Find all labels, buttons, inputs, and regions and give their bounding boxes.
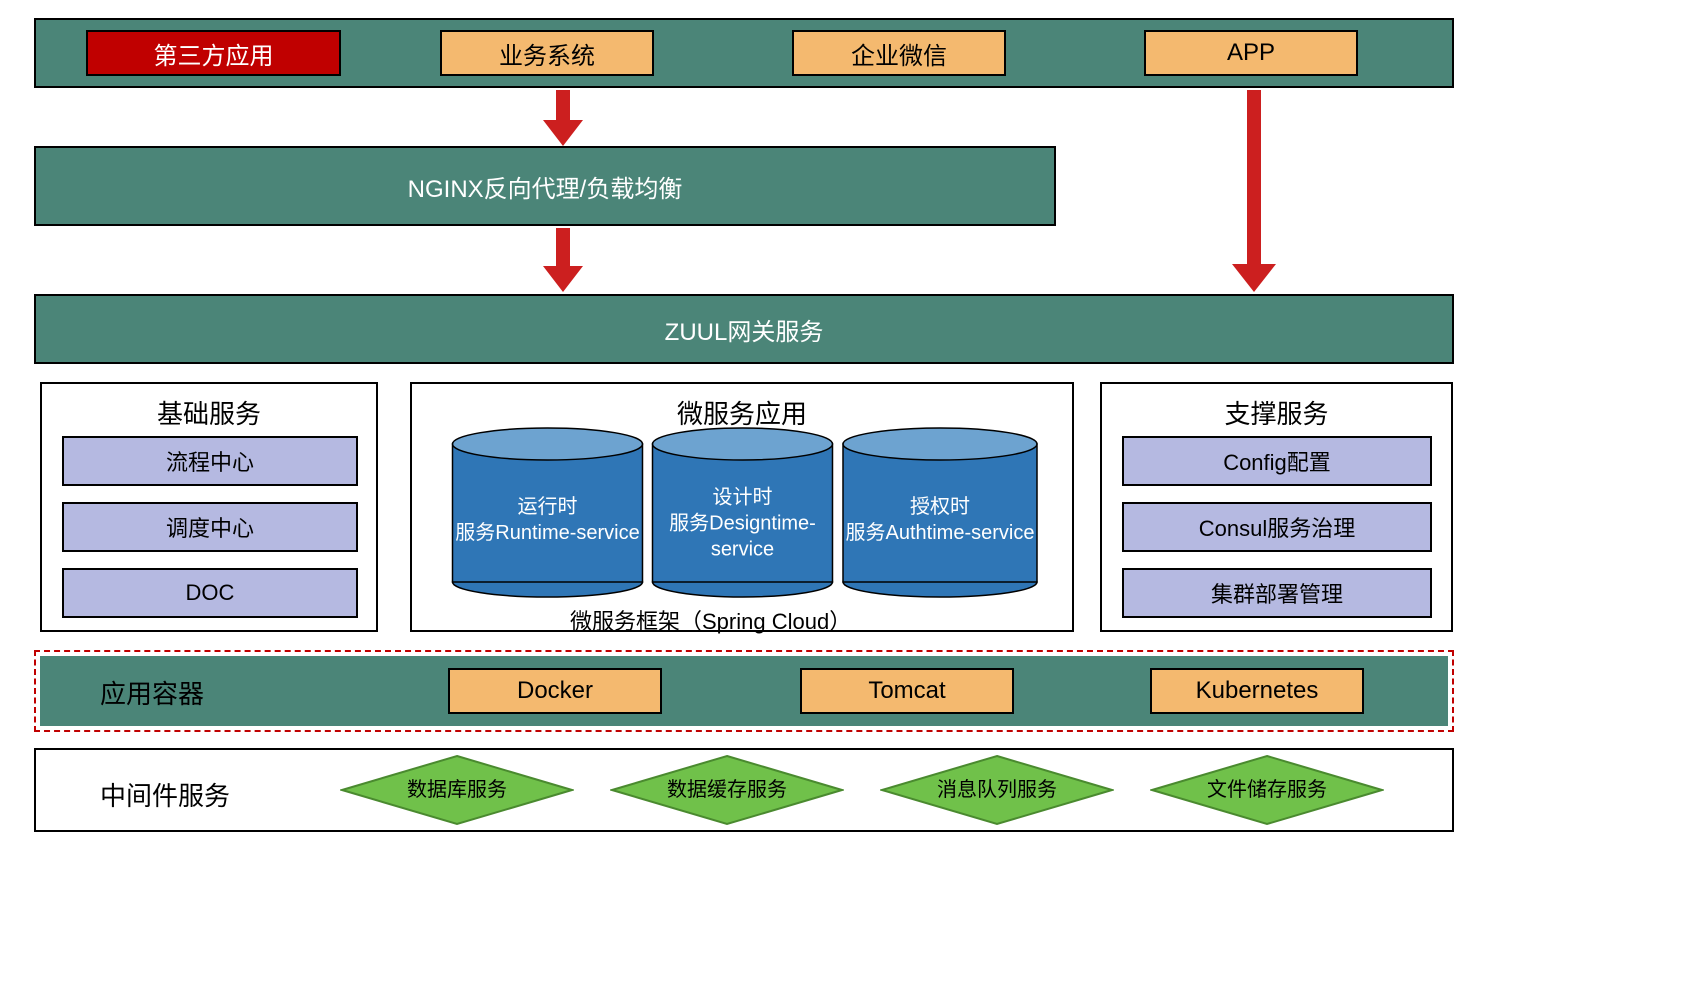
cylinder-label: 运行时 服务Runtime-service (450, 493, 645, 545)
container-title: 应用容器 (100, 674, 204, 711)
nginx-band: NGINX反向代理/负载均衡 (34, 146, 1056, 226)
basic-item-process-center: 流程中心 (62, 436, 358, 486)
container-box-docker: Docker (448, 668, 662, 714)
architecture-diagram: 第三方应用 业务系统 企业微信 APP NGINX反向代理/负载均衡 ZUUL网 (0, 0, 1698, 987)
text: 文件储存服务 (1207, 779, 1327, 801)
basic-item-doc: DOC (62, 568, 358, 618)
text: 数据库服务 (407, 779, 507, 801)
cylinder-label: 设计时 服务Designtime-service (650, 484, 835, 562)
label: Config配置 (1223, 445, 1331, 477)
support-item-consul: Consul服务治理 (1122, 502, 1432, 552)
label: Consul服务治理 (1199, 511, 1355, 543)
diamond-label: 数据库服务 (340, 778, 574, 802)
top-box-app: APP (1144, 30, 1358, 76)
support-services-title: 支撑服务 (1102, 394, 1451, 431)
middleware-title: 中间件服务 (100, 776, 230, 813)
label: 第三方应用 (154, 36, 274, 71)
text: 设计时 服务Designtime-service (669, 486, 816, 560)
zuul-band: ZUUL网关服务 (34, 294, 1454, 364)
zuul-label: ZUUL网关服务 (665, 312, 824, 347)
arrow-down-icon (1232, 90, 1276, 292)
label: APP (1227, 39, 1275, 67)
label: Kubernetes (1196, 677, 1319, 705)
cylinder-designtime: 设计时 服务Designtime-service (650, 424, 835, 599)
arrow-down-icon (543, 90, 583, 146)
micro-framework-label: 微服务框架（Spring Cloud） (570, 604, 851, 636)
cylinder-authtime: 授权时 服务Authtime-service (840, 424, 1040, 599)
container-box-kubernetes: Kubernetes (1150, 668, 1364, 714)
label: 集群部署管理 (1211, 577, 1343, 609)
support-item-config: Config配置 (1122, 436, 1432, 486)
text: 应用容器 (100, 679, 204, 709)
top-box-third-party: 第三方应用 (86, 30, 341, 76)
text: 消息队列服务 (937, 779, 1057, 801)
support-item-cluster: 集群部署管理 (1122, 568, 1432, 618)
arrow-down-icon (543, 228, 583, 292)
text: 数据缓存服务 (667, 779, 787, 801)
label: Tomcat (868, 677, 945, 705)
nginx-label: NGINX反向代理/负载均衡 (408, 169, 683, 204)
basic-item-dispatch-center: 调度中心 (62, 502, 358, 552)
top-box-biz-system: 业务系统 (440, 30, 654, 76)
label: 业务系统 (499, 36, 595, 71)
basic-services-title: 基础服务 (42, 394, 376, 431)
text: 运行时 服务Runtime-service (455, 495, 639, 543)
label: 调度中心 (166, 511, 254, 543)
label: 流程中心 (166, 445, 254, 477)
cylinder-label: 授权时 服务Authtime-service (840, 493, 1040, 545)
top-box-enterprise-wechat: 企业微信 (792, 30, 1006, 76)
diamond-label: 数据缓存服务 (610, 778, 844, 802)
text: 中间件服务 (100, 781, 230, 811)
label: Docker (517, 677, 593, 705)
text: 授权时 服务Authtime-service (846, 495, 1035, 543)
diamond-label: 消息队列服务 (880, 778, 1114, 802)
diamond-cache: 数据缓存服务 (610, 754, 844, 826)
container-box-tomcat: Tomcat (800, 668, 1014, 714)
diamond-db: 数据库服务 (340, 754, 574, 826)
diamond-file: 文件储存服务 (1150, 754, 1384, 826)
text: 微服务框架（Spring Cloud） (570, 609, 851, 634)
label: 企业微信 (851, 36, 947, 71)
label: DOC (186, 580, 235, 606)
diamond-label: 文件储存服务 (1150, 778, 1384, 802)
diamond-mq: 消息队列服务 (880, 754, 1114, 826)
cylinder-runtime: 运行时 服务Runtime-service (450, 424, 645, 599)
